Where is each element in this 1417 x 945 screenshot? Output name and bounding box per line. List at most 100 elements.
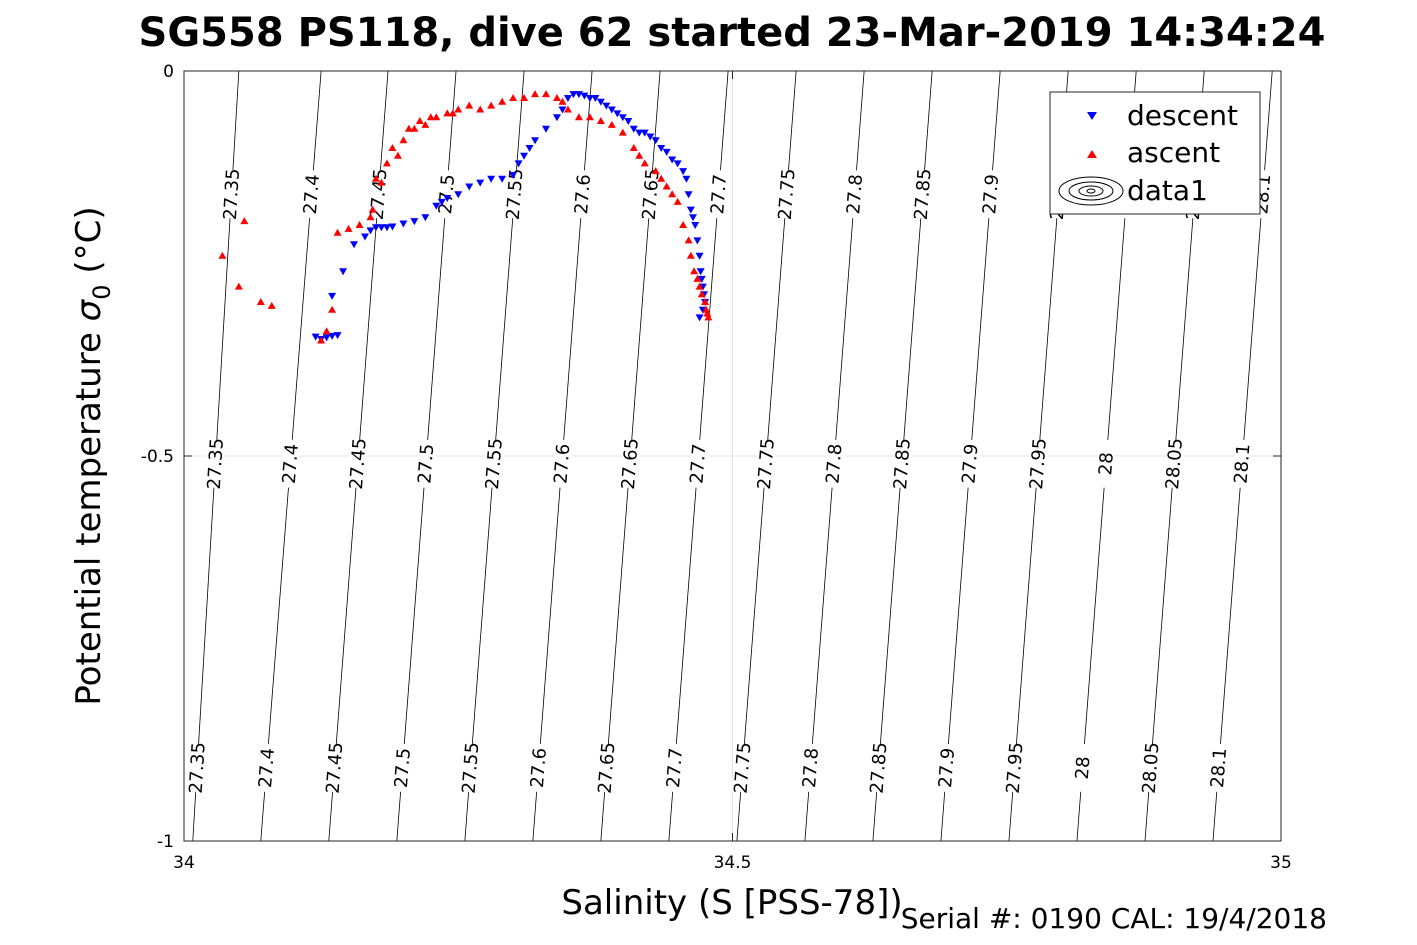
descent-point: [525, 145, 534, 152]
isopycnal-label-gap: [279, 439, 302, 489]
descent-point: [366, 227, 375, 235]
isopycnal-label-27.9-bottom: 27.9: [935, 747, 959, 789]
isopycnal-label-27.35-top: 27.35: [220, 168, 244, 221]
isopycnal-label-gap: [221, 169, 242, 219]
isopycnal-label-27.35-middle: 27.35: [204, 437, 228, 490]
isopycnal-label-gap: [571, 169, 594, 219]
descent-point: [635, 129, 644, 137]
isopycnal-label-gap: [755, 439, 777, 489]
descent-point: [421, 214, 430, 222]
descent-point: [437, 198, 446, 206]
isopycnal-label-28.1-middle: 28.1: [1231, 443, 1255, 485]
isopycnal-label-27.6-top: 27.6: [571, 173, 595, 215]
chart-title: SG558 PS118, dive 62 started 23-Mar-2019…: [139, 10, 1326, 56]
ascent-point: [690, 267, 699, 275]
isopycnal-label-gap: [935, 743, 958, 793]
descent-point: [602, 102, 611, 110]
descent-point: [339, 268, 348, 276]
ascent-point: [410, 124, 419, 132]
isopycnal-label-gap: [391, 743, 414, 793]
descent-point: [618, 114, 627, 122]
descent-point: [646, 133, 655, 141]
ascent-point: [399, 136, 408, 144]
ascent-point: [585, 113, 594, 121]
isopycnal-label-27.85-top: 27.85: [911, 168, 936, 221]
descent-point: [591, 94, 600, 102]
ascent-point: [421, 120, 430, 128]
ascent-point: [520, 93, 529, 101]
descent-point: [679, 168, 688, 176]
descent-point: [585, 94, 594, 102]
isopycnal-label-gap: [911, 169, 934, 219]
descent-point: [498, 175, 507, 183]
y-axis-label-unit: (°C): [69, 206, 109, 273]
isopycnal-label-27.6-middle: 27.6: [550, 443, 574, 485]
descent-point: [328, 292, 337, 300]
isopycnal-label-27.75-middle: 27.75: [754, 437, 779, 490]
ascent-point: [686, 251, 695, 259]
legend-data1-label: data1: [1127, 174, 1208, 207]
ascent-point: [388, 144, 397, 151]
axis-ticks: 34 34.5 35 0 -0.5 -1: [141, 62, 1292, 873]
ascent-point: [657, 174, 666, 182]
isopycnal-label-gap: [663, 743, 686, 793]
descent-point: [558, 106, 567, 114]
descent-point: [697, 275, 706, 283]
descent-point: [651, 137, 660, 145]
ascent-point: [635, 151, 644, 159]
ascent-point: [443, 109, 452, 117]
isopycnal-label-27.9-top: 27.9: [979, 173, 1003, 215]
isopycnal-label-gap: [323, 743, 346, 793]
y-axis-label: Potential temperature σ0 (°C): [69, 206, 116, 705]
descent-point: [328, 332, 337, 340]
ascent-point: [574, 113, 583, 121]
ascent-point: [382, 159, 391, 167]
isopycnal-label-gap: [204, 439, 226, 489]
isopycnal-label-gap: [979, 169, 1002, 219]
descent-point: [377, 224, 386, 232]
y-axis-label-symbol: σ: [69, 298, 109, 321]
isopycnal-label-27.65-middle: 27.65: [618, 437, 643, 490]
ascent-point: [640, 159, 649, 167]
y-tick-label-1: -0.5: [141, 447, 174, 467]
ascent-point: [333, 228, 342, 236]
ascent-point: [629, 144, 638, 151]
descent-point: [476, 179, 485, 187]
isopycnal-label-gap: [687, 439, 709, 489]
ascent-point: [256, 298, 265, 305]
descent-point: [410, 218, 419, 226]
ascent-point: [366, 213, 375, 221]
descent-point: [596, 98, 605, 106]
isopycnal-label-gap: [619, 439, 641, 489]
legend-data1-contour-icon: [1058, 176, 1124, 206]
isopycnal-label-gap: [1207, 743, 1230, 793]
isopycnal-label-gap: [1139, 743, 1162, 793]
isopycnal-label-27.75-bottom: 27.75: [731, 741, 756, 794]
svg-text:Potential temperature σ0 (°C): Potential temperature σ0 (°C): [69, 206, 116, 705]
isopycnal-label-27.65-bottom: 27.65: [595, 741, 620, 794]
legend-descent-label: descent: [1127, 99, 1238, 132]
isopycnal-label-27.7-bottom: 27.7: [663, 747, 687, 789]
isopycnal-label-27.55-top: 27.55: [503, 168, 528, 221]
isopycnal-label-28.05-middle: 28.05: [1162, 437, 1187, 490]
ascent-point: [596, 117, 605, 125]
ascent-point: [454, 105, 463, 113]
ascent-point: [563, 105, 572, 113]
isopycnal-label-gap: [731, 743, 754, 793]
ascent-point: [487, 101, 496, 109]
ascent-point: [668, 190, 677, 198]
isopycnal-label-28-bottom: 28: [1072, 756, 1095, 780]
isopycnal-label-27.6-bottom: 27.6: [527, 747, 551, 789]
ascent-point: [322, 327, 331, 335]
isopycnal-label-27.5-middle: 27.5: [414, 443, 438, 485]
descent-point: [607, 106, 616, 114]
descent-point: [350, 241, 359, 249]
isopycnal-label-gap: [186, 743, 208, 793]
descent-point: [454, 191, 463, 199]
ascent-point: [218, 251, 227, 259]
isopycnal-label-gap: [1163, 439, 1185, 489]
descent-point: [322, 334, 331, 342]
descent-point: [531, 137, 540, 145]
isopycnal-label-gap: [595, 743, 618, 793]
